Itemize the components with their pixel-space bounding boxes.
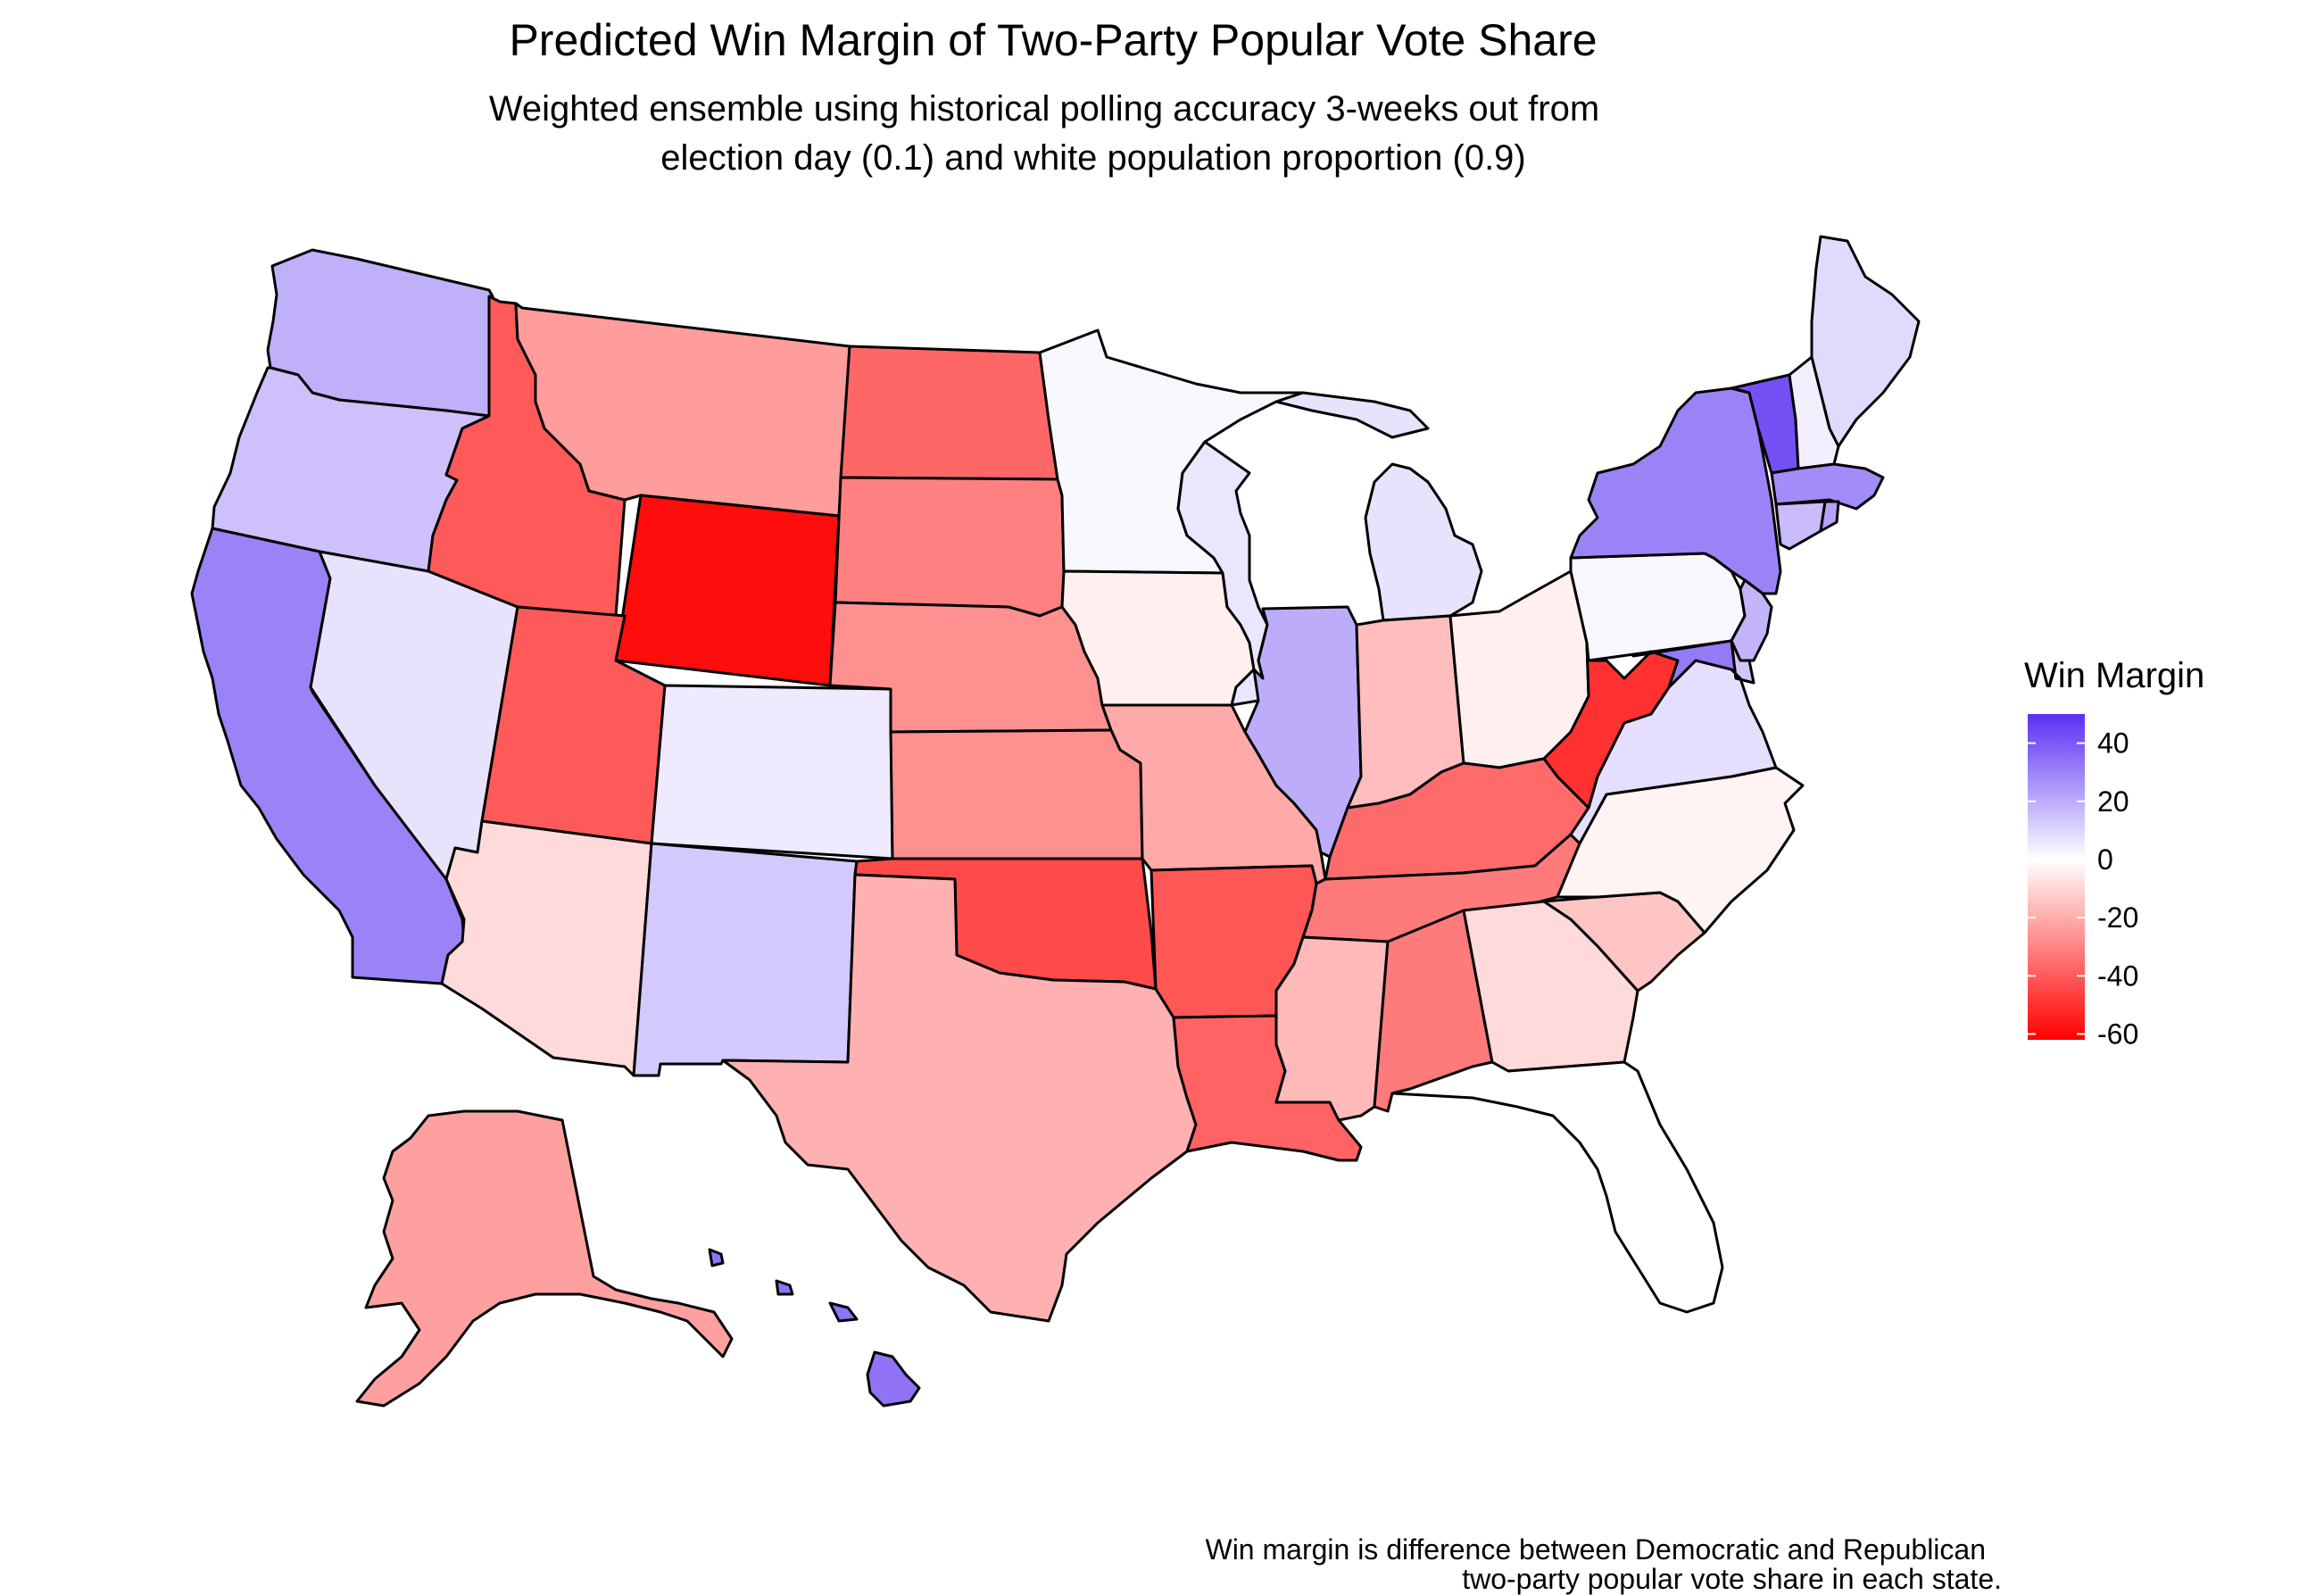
state-north-dakota — [839, 345, 1059, 481]
state-alaska — [355, 1109, 734, 1408]
legend-tick-label: -20 — [2097, 901, 2138, 934]
state-arizona — [440, 819, 653, 1077]
state-michigan — [1274, 391, 1483, 622]
legend-tick-label: 0 — [2097, 843, 2113, 876]
state-new-mexico — [632, 842, 859, 1077]
map-title: Predicted Win Margin of Two-Party Popula… — [509, 15, 1597, 65]
legend-tick-label: -60 — [2097, 1018, 2138, 1050]
state-rhode-island — [1819, 500, 1840, 533]
state-connecticut — [1774, 500, 1827, 551]
state-wyoming — [614, 494, 841, 687]
legend-title: Win Margin — [2024, 656, 2204, 695]
state-kansas — [889, 728, 1144, 860]
legend-tick-label: 40 — [2097, 727, 2129, 760]
map-subtitle-line1: Weighted ensemble using historical polli… — [489, 89, 1599, 129]
legend: Win Margin 40 20 0 -20 -40 -60 — [2024, 656, 2204, 1050]
caption-line2: two-party popular vote share in each sta… — [1462, 1563, 2002, 1595]
states-layer — [190, 235, 1921, 1408]
state-hawaii — [708, 1248, 921, 1408]
state-maryland — [1631, 639, 1742, 689]
legend-tick-label: -40 — [2097, 959, 2138, 992]
state-south-dakota — [834, 476, 1066, 618]
map-subtitle-line2: election day (0.1) and white population … — [660, 138, 1526, 178]
state-mississippi — [1274, 935, 1390, 1122]
state-minnesota — [1038, 328, 1305, 575]
state-texas — [721, 873, 1198, 1323]
caption-line1: Win margin is difference between Democra… — [1205, 1533, 1986, 1566]
legend-ticks: 40 20 0 -20 -40 -60 — [2028, 727, 2138, 1050]
legend-colorbar — [2028, 714, 2085, 1040]
state-colorado — [650, 684, 894, 860]
state-florida — [1390, 1060, 1724, 1314]
legend-tick-label: 20 — [2097, 785, 2129, 818]
state-maine — [1810, 235, 1921, 448]
